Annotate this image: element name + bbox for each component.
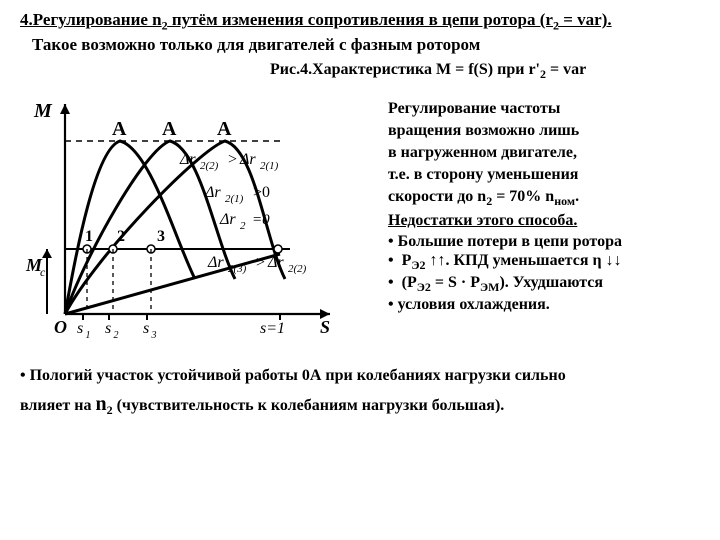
svg-text:Δr: Δr — [267, 254, 284, 271]
svg-text:M: M — [33, 100, 53, 122]
subheading: Такое возможно только для двигателей с ф… — [32, 35, 700, 55]
bullet-item: Большие потери в цепи ротора — [388, 233, 700, 251]
svg-text:c: c — [40, 265, 46, 279]
svg-text:2(1): 2(1) — [260, 160, 279, 172]
heading: 4.Регулирование n2 путём изменения сопро… — [20, 10, 700, 33]
svg-text:>: > — [228, 151, 237, 168]
svg-text:2: 2 — [117, 228, 125, 245]
svg-text:1: 1 — [86, 330, 91, 341]
figure-caption: Рис.4.Характеристика M = f(S) при r'2 = … — [270, 61, 700, 82]
svg-text:O: O — [54, 317, 67, 337]
bullet-list: Большие потери в цепи ротора PЭ2 ↑↑. КПД… — [388, 233, 700, 314]
svg-text:A: A — [162, 118, 177, 140]
svg-text:3: 3 — [157, 228, 165, 245]
svg-text:Δr: Δr — [179, 151, 196, 168]
footnote: Пологий участок устойчивой работы 0А при… — [20, 363, 700, 421]
svg-text:Δr: Δr — [219, 211, 236, 228]
side-paragraph: Регулирование частоты — [388, 99, 700, 119]
side-paragraph: т.е. в сторону уменьшения — [388, 165, 700, 185]
svg-text:1: 1 — [85, 228, 93, 245]
svg-text:S: S — [320, 317, 330, 337]
svg-text:2(1): 2(1) — [225, 193, 244, 205]
svg-text:A: A — [217, 118, 232, 140]
svg-text:2(2): 2(2) — [200, 160, 219, 172]
bullet-item: условия охлаждения. — [388, 296, 700, 314]
svg-text:2: 2 — [114, 330, 119, 341]
disadvantages-title: Недостатки этого способа. — [388, 211, 700, 231]
svg-text:2: 2 — [240, 220, 246, 232]
svg-text:s: s — [105, 320, 111, 337]
svg-text:s: s — [77, 320, 83, 337]
svg-text:s: s — [143, 320, 149, 337]
chart: MOMcs1s2s3s=1SAAA123Δr2(2)>Δr2(1)Δr2(1)>… — [20, 89, 370, 349]
svg-text:A: A — [112, 118, 127, 140]
svg-text:>: > — [256, 254, 265, 271]
side-paragraph: скорости до n2 = 70% nном. — [388, 187, 700, 209]
bullet-item: (PЭ2 = S · PЭМ). Ухудшаются — [388, 274, 700, 295]
bullet-item: PЭ2 ↑↑. КПД уменьшается η ↓↓ — [388, 252, 700, 273]
svg-text:Δr: Δr — [239, 151, 256, 168]
svg-text:2(2): 2(2) — [288, 263, 307, 275]
svg-text:s=1: s=1 — [260, 320, 285, 337]
svg-text:2(3): 2(3) — [228, 263, 247, 275]
svg-text:Δr: Δr — [207, 254, 224, 271]
svg-text:3: 3 — [151, 330, 157, 341]
svg-text:Δr: Δr — [204, 184, 221, 201]
side-text: Регулирование частотывращения возможно л… — [370, 89, 700, 349]
side-paragraph: вращения возможно лишь — [388, 121, 700, 141]
side-paragraph: в нагруженном двигателе, — [388, 143, 700, 163]
svg-text:=0: =0 — [252, 212, 270, 228]
svg-text:>0: >0 — [253, 184, 270, 201]
